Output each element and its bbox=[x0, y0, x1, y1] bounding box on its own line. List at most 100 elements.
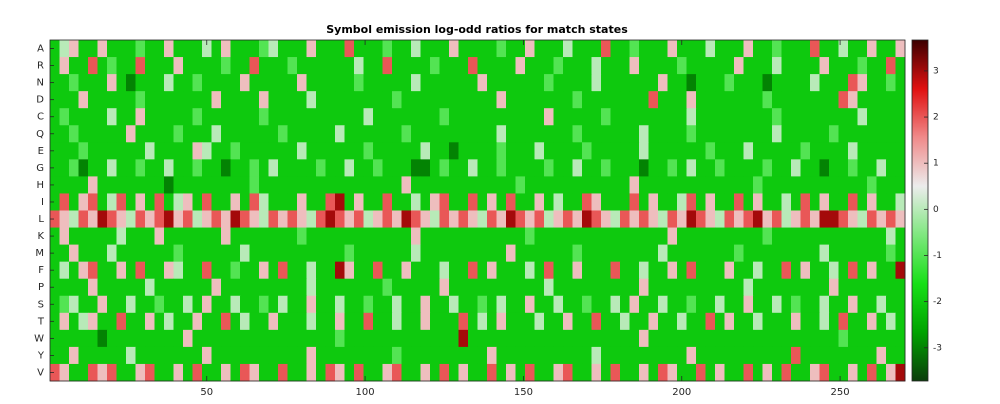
cell bbox=[420, 91, 431, 109]
cell bbox=[69, 91, 79, 109]
cell bbox=[667, 261, 678, 280]
cell bbox=[287, 142, 298, 160]
cell bbox=[601, 74, 611, 92]
cell bbox=[819, 261, 830, 280]
cell bbox=[601, 176, 611, 194]
cell bbox=[116, 91, 127, 109]
cell bbox=[97, 363, 108, 382]
cell bbox=[629, 244, 640, 263]
cell bbox=[506, 159, 516, 177]
cell bbox=[553, 278, 564, 297]
cell bbox=[126, 91, 136, 109]
cell bbox=[373, 176, 383, 194]
cell bbox=[211, 363, 222, 382]
cell bbox=[287, 210, 298, 228]
cell bbox=[430, 363, 440, 382]
cell bbox=[382, 278, 393, 297]
cell bbox=[107, 312, 117, 331]
cell bbox=[59, 278, 70, 297]
cell bbox=[829, 108, 839, 126]
cell bbox=[506, 329, 516, 348]
cell bbox=[639, 312, 649, 331]
cell bbox=[487, 57, 497, 75]
cell bbox=[97, 329, 108, 348]
cell bbox=[211, 91, 222, 109]
cell bbox=[373, 244, 383, 263]
cell bbox=[895, 142, 906, 160]
cell bbox=[192, 108, 203, 126]
cell bbox=[620, 57, 630, 75]
cell bbox=[876, 40, 887, 58]
cell bbox=[620, 312, 630, 331]
cell bbox=[259, 261, 269, 280]
cell bbox=[344, 244, 355, 263]
cell bbox=[810, 193, 820, 211]
cell bbox=[601, 159, 611, 177]
cell bbox=[496, 125, 507, 143]
cell bbox=[715, 159, 725, 177]
cell bbox=[164, 210, 174, 228]
cell bbox=[202, 74, 212, 92]
cell bbox=[648, 329, 659, 348]
cell bbox=[658, 244, 668, 263]
cell bbox=[173, 176, 184, 194]
cell bbox=[268, 57, 279, 75]
cell bbox=[724, 346, 735, 365]
cell bbox=[401, 227, 412, 245]
cell bbox=[506, 210, 516, 228]
row-label: T bbox=[37, 316, 45, 327]
cell bbox=[753, 295, 763, 314]
cell bbox=[515, 278, 526, 297]
cell bbox=[59, 159, 70, 177]
cell bbox=[126, 40, 136, 58]
cell bbox=[610, 159, 621, 177]
cell bbox=[724, 244, 735, 263]
cell bbox=[240, 244, 250, 263]
cell bbox=[696, 295, 706, 314]
cell bbox=[553, 91, 564, 109]
cell bbox=[69, 227, 79, 245]
cell bbox=[829, 363, 839, 382]
cell bbox=[316, 329, 326, 348]
cell bbox=[458, 346, 469, 365]
cell bbox=[515, 125, 526, 143]
cell bbox=[221, 363, 231, 382]
cell bbox=[838, 210, 849, 228]
cell bbox=[753, 363, 763, 382]
cell bbox=[810, 261, 820, 280]
cell bbox=[553, 227, 564, 245]
cell bbox=[506, 363, 516, 382]
cell bbox=[116, 176, 127, 194]
cell bbox=[411, 329, 421, 348]
cell bbox=[411, 278, 421, 297]
cell bbox=[411, 176, 421, 194]
cell bbox=[126, 329, 136, 348]
cell bbox=[582, 363, 592, 382]
cell bbox=[496, 108, 507, 126]
cell bbox=[287, 176, 298, 194]
cell bbox=[534, 312, 545, 331]
colorbar-tick-label: -2 bbox=[933, 297, 942, 307]
cell bbox=[876, 312, 887, 331]
cell bbox=[705, 295, 716, 314]
cell bbox=[639, 295, 649, 314]
cell bbox=[249, 278, 260, 297]
cell bbox=[78, 176, 89, 194]
cell bbox=[544, 329, 554, 348]
cell bbox=[895, 210, 906, 228]
cell bbox=[686, 363, 697, 382]
cell bbox=[781, 261, 792, 280]
cell bbox=[677, 227, 687, 245]
cell bbox=[211, 176, 222, 194]
cell bbox=[534, 40, 545, 58]
cell bbox=[107, 363, 117, 382]
cell bbox=[59, 363, 70, 382]
cell bbox=[363, 278, 374, 297]
cell bbox=[430, 176, 440, 194]
cell bbox=[762, 57, 773, 75]
cell bbox=[515, 193, 526, 211]
cell bbox=[610, 312, 621, 331]
cell bbox=[135, 40, 146, 58]
cell bbox=[221, 176, 231, 194]
cell bbox=[601, 193, 611, 211]
